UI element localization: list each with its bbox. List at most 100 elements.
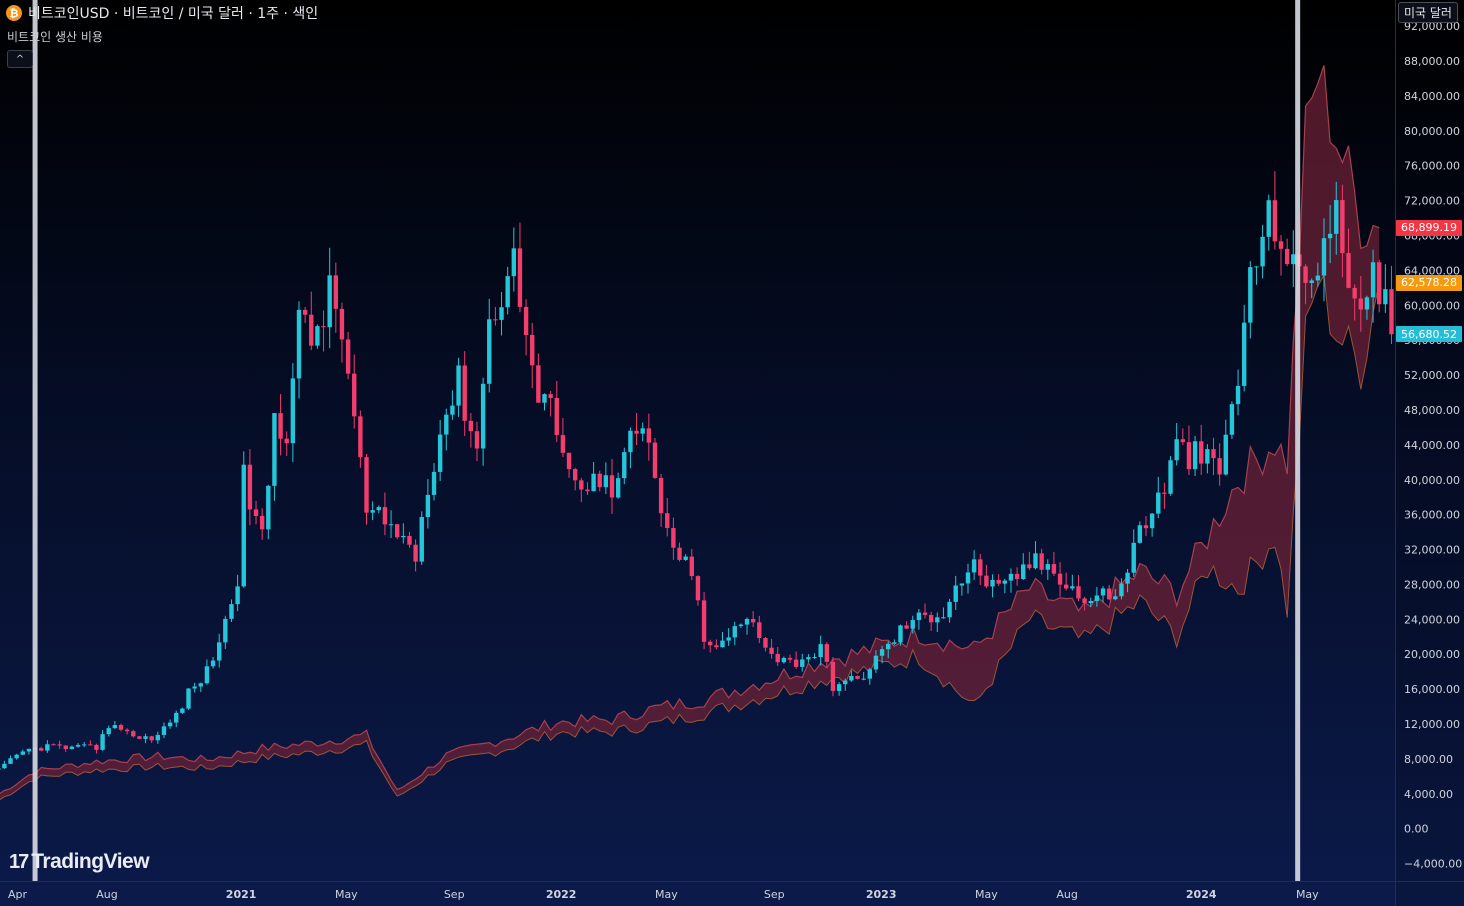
candle-up — [886, 643, 891, 650]
candle-up — [161, 726, 167, 735]
candle-up — [1383, 289, 1388, 305]
candle-down — [1377, 262, 1382, 305]
y-tick-label: 60,000.00 — [1404, 299, 1460, 312]
y-tick-label: 32,000.00 — [1404, 544, 1460, 557]
price-tag-red: 68,899.19 — [1396, 219, 1462, 236]
candle-up — [81, 744, 87, 746]
currency-button[interactable]: 미국 달러 — [1398, 2, 1458, 23]
candle-up — [217, 642, 222, 661]
candle-down — [137, 736, 142, 739]
candle-down — [413, 544, 418, 562]
cost-band-fill — [0, 65, 1380, 800]
candle-down — [1340, 200, 1345, 254]
indicator-label[interactable]: 비트코인 생산 비용 — [7, 30, 103, 44]
candle-down — [1352, 287, 1357, 299]
y-tick-label: 8,000.00 — [1404, 753, 1453, 766]
candle-up — [720, 640, 725, 648]
x-tick-label: Apr — [8, 888, 28, 901]
candle-up — [812, 657, 817, 659]
candle-up — [505, 276, 510, 308]
candle-up — [873, 655, 879, 670]
candle-up — [223, 618, 228, 643]
price-tag-cyan: 56,680.52 — [1396, 326, 1462, 343]
chart-header: ₿ 비트코인USD · 비트코인 / 미국 달러 · 1주 · 색인 — [6, 3, 318, 23]
candle-down — [769, 647, 774, 654]
candle-up — [290, 378, 296, 444]
candle-up — [818, 644, 823, 658]
candle-down — [775, 653, 780, 663]
x-tick-label: May — [1296, 888, 1319, 901]
candle-down — [94, 744, 99, 750]
candle-down — [149, 736, 154, 741]
y-tick-label: 4,000.00 — [1404, 788, 1453, 801]
candle-up — [1149, 513, 1155, 529]
candle-up — [235, 586, 240, 605]
candle-up — [1100, 588, 1106, 596]
cost-band-upper — [0, 65, 1380, 795]
candle-up — [1321, 238, 1327, 276]
candle-up — [1266, 200, 1271, 237]
candle-down — [579, 480, 584, 490]
candle-up — [167, 722, 173, 727]
x-tick-label: Sep — [444, 888, 465, 901]
candle-down — [793, 659, 799, 667]
x-tick-label: Sep — [764, 888, 785, 901]
candle-up — [1370, 262, 1376, 298]
candle-down — [787, 657, 793, 660]
candle-down — [928, 614, 934, 623]
candle-down — [352, 373, 357, 417]
candle-up — [431, 471, 437, 495]
candle-down — [51, 744, 56, 746]
candle-up — [861, 678, 866, 680]
candle-down — [1389, 289, 1394, 335]
bitcoin-icon: ₿ — [6, 5, 22, 21]
candle-up — [892, 642, 897, 644]
candle-down — [394, 524, 400, 538]
candle-up — [1327, 233, 1333, 239]
candle-up — [971, 559, 977, 573]
candle-down — [824, 644, 830, 662]
x-tick-label: 2024 — [1186, 888, 1217, 901]
y-axis-panel — [1395, 0, 1464, 906]
candle-up — [916, 612, 922, 621]
candle-up — [106, 728, 111, 735]
candle-up — [45, 744, 50, 751]
candle-down — [1057, 573, 1063, 585]
candle-up — [683, 556, 688, 560]
candle-up — [603, 475, 609, 488]
candle-down — [904, 625, 909, 629]
collapse-button[interactable]: ^ — [7, 50, 33, 68]
candle-up — [1088, 600, 1093, 604]
candle-up — [376, 507, 381, 511]
candle-up — [186, 688, 191, 709]
candle-down — [750, 618, 756, 623]
candle-up — [511, 248, 517, 277]
symbol-title[interactable]: 비트코인USD · 비트코인 / 미국 달러 · 1주 · 색인 — [28, 6, 319, 22]
candle-down — [358, 416, 363, 458]
candle-down — [39, 748, 44, 751]
candle-up — [487, 319, 492, 384]
candle-down — [634, 430, 639, 434]
candle-up — [1033, 553, 1038, 569]
candle-up — [2, 763, 7, 769]
candle-up — [542, 394, 547, 403]
candle-up — [388, 524, 394, 526]
y-tick-label: 24,000.00 — [1404, 613, 1460, 626]
tradingview-logo[interactable]: 17 TradingView — [9, 850, 150, 874]
candle-up — [272, 413, 277, 486]
candle-up — [935, 617, 940, 623]
candle-down — [1217, 458, 1222, 475]
candle-up — [437, 434, 443, 472]
candle-up — [266, 485, 271, 530]
candle-up — [1364, 297, 1370, 310]
candle-down — [1076, 586, 1081, 599]
candle-up — [898, 625, 903, 643]
candle-up — [143, 736, 148, 739]
candle-down — [560, 435, 566, 453]
candle-up — [1045, 564, 1050, 570]
candle-up — [327, 275, 332, 328]
candle-down — [1082, 598, 1087, 604]
candle-down — [1051, 564, 1057, 574]
